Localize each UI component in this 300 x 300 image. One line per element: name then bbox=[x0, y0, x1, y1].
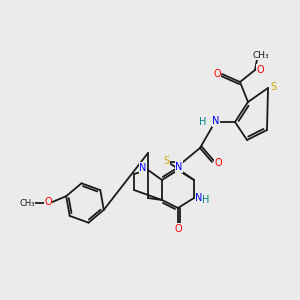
Text: H: H bbox=[199, 117, 207, 127]
Text: N: N bbox=[139, 163, 147, 173]
Text: N: N bbox=[195, 193, 203, 203]
Text: O: O bbox=[256, 65, 264, 75]
Text: O: O bbox=[174, 224, 182, 234]
Text: H: H bbox=[202, 195, 210, 205]
Text: S: S bbox=[270, 82, 276, 92]
Text: S: S bbox=[163, 156, 169, 166]
Text: N: N bbox=[175, 162, 183, 172]
Text: CH₃: CH₃ bbox=[19, 199, 35, 208]
Text: N: N bbox=[212, 116, 220, 126]
Text: O: O bbox=[214, 158, 222, 168]
Text: O: O bbox=[213, 69, 221, 79]
Text: O: O bbox=[44, 197, 52, 207]
Text: CH₃: CH₃ bbox=[253, 50, 269, 59]
